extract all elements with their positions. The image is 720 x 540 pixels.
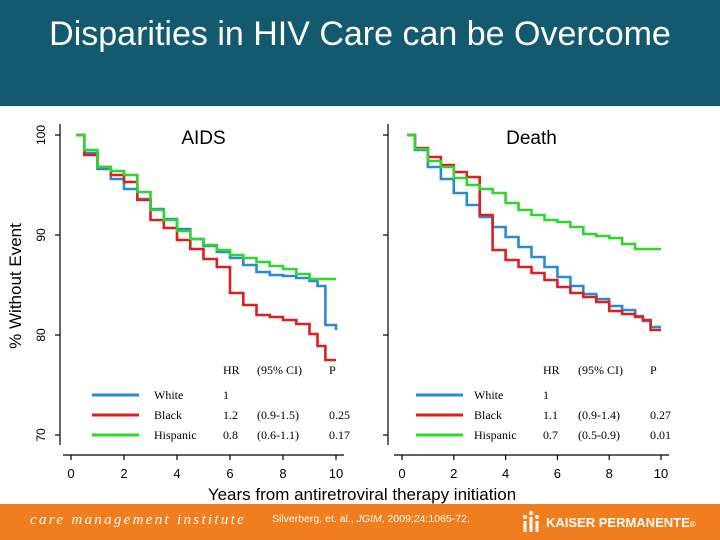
y-tick-label-80: 80 [34, 328, 48, 342]
panel-0-p-black: 0.25 [329, 408, 350, 422]
panel-1-x-tick-label-2: 2 [450, 466, 457, 481]
y-tick-label-100: 100 [34, 125, 48, 145]
registered-mark: ® [689, 520, 696, 529]
panel-1-series-white-line [407, 133, 661, 329]
panel-1-hr-hispanic: 0.7 [543, 428, 558, 442]
slide-footer: care management institute Silverberg, et… [0, 504, 720, 540]
kaiser-permanente-brand: KAISER PERMANENTE® [546, 515, 696, 530]
panel-0-series-black-line [76, 133, 336, 362]
slide-header: Disparities in HIV Care can be Overcome [0, 0, 720, 106]
panel-1-series-hispanic-line [407, 133, 661, 251]
y-axis-label: % Without Event [6, 223, 25, 349]
panel-0-legend-label-white: White [154, 388, 183, 402]
panel-0-header-p: P [329, 363, 336, 377]
panel-0-header-ci: (95% CI) [257, 363, 302, 377]
panel-0-x-tick-label-2: 2 [120, 466, 127, 481]
panel-1-header-hr: HR [543, 363, 560, 377]
panel-0-legend-label-hispanic: Hispanic [154, 428, 197, 442]
panel-1-legend-label-hispanic: Hispanic [474, 428, 517, 442]
kaiser-permanente-logo-icon [523, 510, 539, 532]
panel-1-x-tick-label-10: 10 [654, 466, 668, 481]
panel-0-x-tick-label-8: 8 [279, 466, 286, 481]
y-tick-label-70: 70 [34, 428, 48, 442]
citation-authors: Silverberg, et. al., [272, 513, 357, 525]
panel-1-legend-label-white: White [474, 388, 503, 402]
panel-1-ci-black: (0.9-1.4) [578, 408, 620, 422]
panel-1-p-hispanic: 0.01 [650, 428, 671, 442]
panel-0-series-white-line [76, 133, 338, 330]
panel-0-header-hr: HR [223, 363, 240, 377]
panel-1-x-tick-label-0: 0 [398, 466, 405, 481]
panel-0-hr-hispanic: 0.8 [223, 428, 238, 442]
panel-0-hr-black: 1.2 [223, 408, 238, 422]
citation-journal: JGIM [356, 513, 382, 525]
panel-1-x-tick-label-4: 4 [502, 466, 509, 481]
care-management-institute-text: care management institute [30, 512, 247, 528]
panel-0-x-tick-label-10: 10 [329, 466, 343, 481]
panel-1-hr-black: 1.1 [543, 408, 558, 422]
panel-0-series-hispanic-line [76, 133, 336, 281]
panel-0-title: AIDS [181, 128, 225, 149]
slide-title: Disparities in HIV Care can be Overcome [49, 15, 671, 53]
panel-1-ci-hispanic: (0.5-0.9) [578, 428, 620, 442]
panel-0-hr-white: 1 [223, 388, 229, 402]
panel-1-legend-label-black: Black [474, 408, 502, 422]
panel-1-x-tick-label-8: 8 [606, 466, 613, 481]
citation-details: , 2009;24:1065-72. [381, 513, 470, 525]
panel-1-hr-white: 1 [543, 388, 549, 402]
panel-0-ci-hispanic: (0.6-1.1) [257, 428, 299, 442]
panel-1-header-p: P [650, 363, 657, 377]
brand-name: KAISER PERMANENTE [546, 515, 690, 530]
panel-0-x-tick-label-4: 4 [173, 466, 180, 481]
y-tick-label-90: 90 [34, 228, 48, 242]
x-axis-label: Years from antiretroviral therapy initia… [208, 485, 516, 504]
panel-0-x-tick-label-0: 0 [67, 466, 74, 481]
panel-1-title: Death [506, 128, 557, 149]
panel-0-p-hispanic: 0.17 [329, 428, 350, 442]
panel-0-legend-label-black: Black [154, 408, 182, 422]
panel-0-ci-black: (0.9-1.5) [257, 408, 299, 422]
panel-1-p-black: 0.27 [650, 408, 671, 422]
citation: Silverberg, et. al., JGIM, 2009;24:1065-… [272, 513, 470, 525]
panel-0-x-tick-label-6: 6 [226, 466, 233, 481]
panel-1-header-ci: (95% CI) [578, 363, 623, 377]
panel-1-x-tick-label-6: 6 [554, 466, 561, 481]
panel-1-series-black-line [407, 133, 661, 332]
